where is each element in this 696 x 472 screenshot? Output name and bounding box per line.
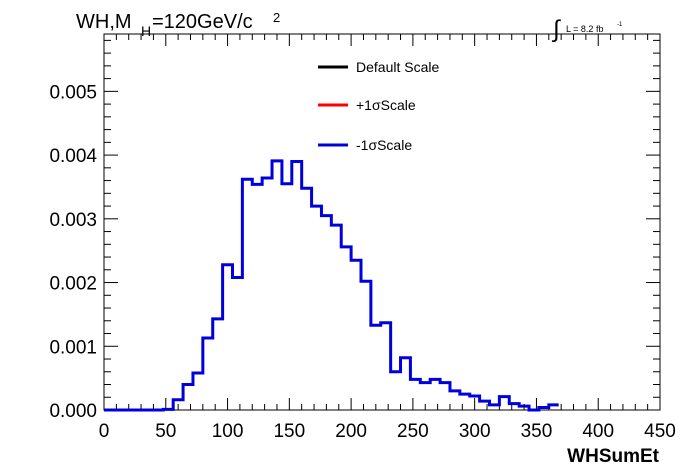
y-tick-label: 0.001 bbox=[49, 337, 97, 358]
lumi-exponent: -1 bbox=[617, 22, 623, 28]
y-tick-label: 0.005 bbox=[49, 82, 97, 103]
x-tick-label: 100 bbox=[212, 421, 244, 442]
legend-label-default: Default Scale bbox=[356, 59, 439, 75]
chart-title-sup: 2 bbox=[273, 10, 280, 25]
x-tick-label: 0 bbox=[99, 421, 110, 442]
y-tick-label: 0.004 bbox=[49, 146, 97, 167]
plot-frame bbox=[103, 33, 661, 411]
x-tick-label: 50 bbox=[155, 421, 176, 442]
y-tick-label: 0.002 bbox=[49, 274, 97, 295]
x-tick-label: 450 bbox=[644, 421, 676, 442]
legend-label-plus: +1σScale bbox=[356, 97, 416, 113]
axes: 0 50 100 150 200 250 300 350 400 450 0.000 0.001 0.0… bbox=[49, 34, 676, 442]
chart-title-rest: =120GeV/c bbox=[152, 11, 253, 33]
lumi-integral-symbol: ∫ bbox=[551, 16, 561, 43]
x-tick-label: 350 bbox=[521, 421, 553, 442]
legend: Default Scale +1σScale -1σScale bbox=[318, 59, 439, 153]
x-tick-label: 200 bbox=[335, 421, 367, 442]
chart-title-main: WH,M bbox=[76, 11, 132, 33]
series-line-2 bbox=[104, 159, 559, 412]
x-axis-title: WHSumEt bbox=[567, 446, 660, 467]
series-layer bbox=[104, 159, 559, 412]
y-tick-label: 0.003 bbox=[49, 210, 97, 231]
x-tick-label: 400 bbox=[582, 421, 614, 442]
x-tick-label: 250 bbox=[397, 421, 429, 442]
y-tick-label: 0.000 bbox=[49, 401, 97, 422]
x-tick-label: 300 bbox=[459, 421, 491, 442]
legend-label-minus: -1σScale bbox=[356, 137, 412, 153]
x-tick-label: 150 bbox=[273, 421, 305, 442]
lumi-label: L = 8.2 fb bbox=[566, 24, 603, 34]
chart-title-sub: H bbox=[141, 23, 151, 39]
